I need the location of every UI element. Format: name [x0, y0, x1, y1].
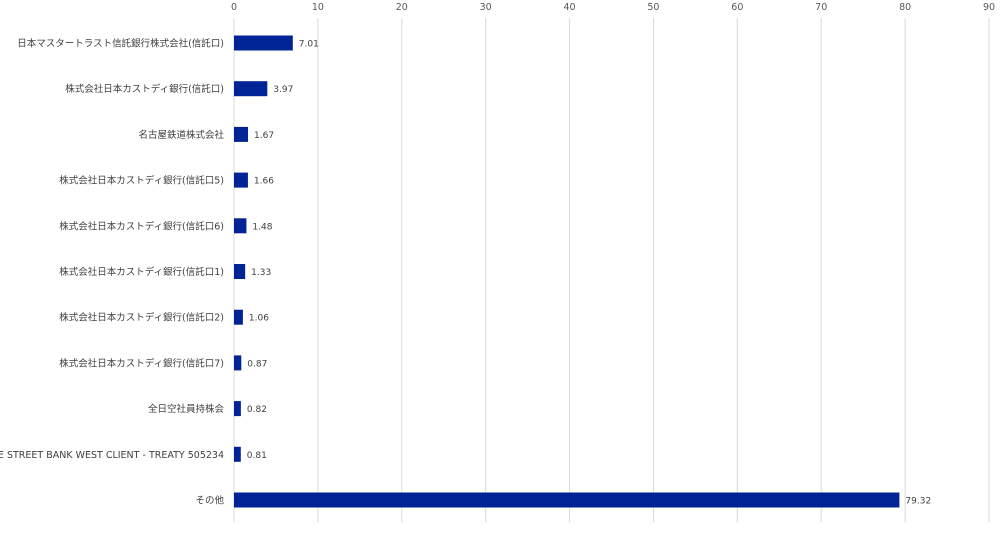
bar — [234, 309, 243, 325]
bar — [234, 492, 900, 508]
x-tick-label: 70 — [815, 2, 827, 13]
bar — [234, 218, 247, 234]
x-tick-label: 90 — [983, 2, 995, 13]
category-label: 株式会社日本カストディ銀行(信託口7) — [59, 357, 224, 369]
data-label: 79.32 — [905, 497, 931, 507]
bar — [234, 81, 268, 97]
data-label: 7.01 — [299, 40, 319, 50]
data-label: 1.67 — [254, 131, 274, 141]
data-label: 1.33 — [251, 268, 271, 278]
category-label: 株式会社日本カストディ銀行(信託口1) — [59, 266, 224, 278]
bar — [234, 401, 241, 417]
gridlines — [233, 18, 990, 522]
x-tick-label: 10 — [312, 2, 324, 13]
data-label: 1.48 — [252, 222, 272, 232]
x-tick-label: 20 — [396, 2, 408, 13]
x-tick-label: 30 — [480, 2, 492, 13]
x-tick-label: 40 — [564, 2, 576, 13]
data-label: 1.66 — [254, 177, 274, 187]
category-label: 株式会社日本カストディ銀行(信託口2) — [59, 312, 224, 324]
bar — [234, 446, 241, 462]
data-labels: 7.01 3.97 1.67 1.66 1.48 1.33 1.06 0.87 0.82 0.81… — [247, 40, 931, 507]
category-label: 日本マスタートラスト信託銀行株式会社(信託口) — [17, 38, 224, 50]
data-label: 0.81 — [247, 451, 267, 461]
category-label: その他 — [195, 495, 224, 507]
category-label: 名古屋鉄道株式会社 — [138, 129, 224, 141]
x-tick-label: 60 — [731, 2, 743, 13]
category-label: 株式会社日本カストディ銀行(信託口5) — [59, 175, 224, 187]
x-tick-label: 0 — [231, 2, 237, 13]
x-axis-ticks: 0 10 20 30 40 50 60 70 80 90 — [231, 2, 995, 13]
bar — [234, 172, 248, 188]
bars — [234, 35, 900, 508]
category-label: 株式会社日本カストディ銀行(信託口6) — [59, 220, 224, 232]
bar — [234, 35, 293, 51]
category-labels: 日本マスタートラスト信託銀行株式会社(信託口) 株式会社日本カストディ銀行(信託口… — [0, 38, 224, 507]
bar — [234, 126, 249, 142]
data-label: 3.97 — [273, 85, 293, 95]
data-label: 1.06 — [249, 314, 269, 324]
data-label: 0.82 — [247, 405, 267, 415]
x-tick-label: 50 — [647, 2, 659, 13]
category-label: 全日空社員持株会 — [148, 403, 225, 415]
category-label: 株式会社日本カストディ銀行(信託口) — [65, 83, 224, 95]
bar — [234, 355, 242, 371]
bar — [234, 264, 246, 279]
data-label: 0.87 — [247, 359, 267, 369]
x-tick-label: 80 — [899, 2, 911, 13]
category-label: STATE STREET BANK WEST CLIENT - TREATY 5… — [0, 450, 224, 461]
